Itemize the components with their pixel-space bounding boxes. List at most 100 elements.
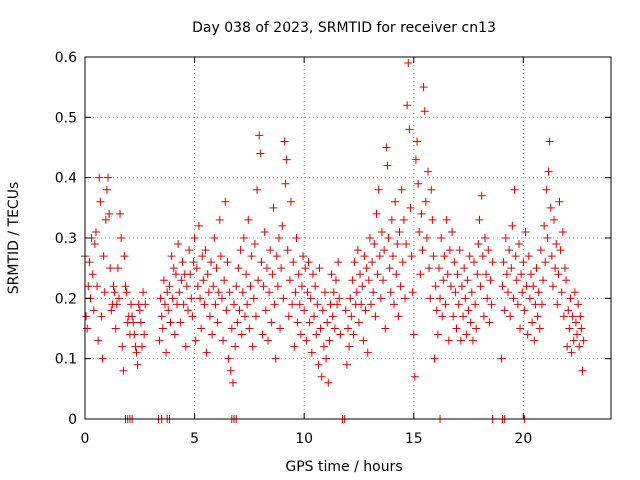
data-point xyxy=(506,312,515,321)
data-point xyxy=(410,372,419,381)
data-point xyxy=(358,282,367,291)
data-point xyxy=(368,258,377,267)
data-point xyxy=(210,234,219,242)
data-point xyxy=(232,282,241,291)
data-point xyxy=(564,306,573,315)
data-point xyxy=(565,324,574,333)
data-point xyxy=(109,282,118,291)
data-point xyxy=(367,300,376,309)
data-point xyxy=(230,300,239,309)
data-point xyxy=(537,300,546,309)
data-point xyxy=(255,131,264,140)
data-point xyxy=(556,246,565,255)
data-point xyxy=(543,234,552,242)
data-point xyxy=(373,270,382,279)
data-point xyxy=(98,354,107,363)
data-point xyxy=(310,312,319,321)
data-point xyxy=(409,330,418,339)
data-point xyxy=(235,306,244,315)
data-point xyxy=(414,179,423,188)
data-point xyxy=(535,324,544,333)
data-point xyxy=(404,59,413,68)
data-point xyxy=(158,324,167,333)
data-points xyxy=(81,59,588,423)
data-point xyxy=(511,252,520,261)
data-point xyxy=(359,336,368,345)
data-point xyxy=(503,288,512,297)
data-point xyxy=(342,360,351,369)
data-point xyxy=(178,258,187,267)
data-point xyxy=(473,270,482,279)
data-point xyxy=(239,234,248,242)
data-point xyxy=(265,288,274,297)
data-point xyxy=(244,215,253,224)
data-point xyxy=(349,330,358,339)
data-point xyxy=(324,378,333,387)
data-point xyxy=(385,264,394,273)
data-point xyxy=(299,252,308,261)
data-point xyxy=(576,312,585,321)
data-point xyxy=(517,270,526,279)
data-point xyxy=(353,246,362,255)
data-point xyxy=(558,227,567,236)
data-point xyxy=(455,246,464,255)
data-point xyxy=(554,270,563,279)
data-point xyxy=(546,203,555,212)
data-point xyxy=(297,282,306,291)
data-point xyxy=(498,282,507,291)
data-point xyxy=(508,221,517,230)
data-point xyxy=(514,240,523,249)
data-point xyxy=(563,342,572,351)
data-point xyxy=(135,306,144,315)
data-point xyxy=(273,282,282,291)
data-point xyxy=(568,312,577,321)
data-point xyxy=(557,288,566,297)
data-point xyxy=(566,294,575,303)
data-point xyxy=(451,288,460,297)
data-point xyxy=(89,306,98,315)
data-point xyxy=(354,318,363,327)
data-point xyxy=(294,270,303,279)
data-point xyxy=(423,167,432,176)
data-point xyxy=(139,288,148,297)
data-point xyxy=(111,324,120,333)
data-point xyxy=(346,294,355,303)
data-point xyxy=(231,342,240,351)
data-point xyxy=(240,312,249,321)
data-point xyxy=(259,282,268,291)
axis-tick-labels: 0 0.1 0.2 0.3 0.4 0.5 0.6 0 5 10 15 20 xyxy=(55,50,533,447)
data-point xyxy=(236,246,245,255)
data-point xyxy=(344,324,352,333)
data-point xyxy=(194,221,203,230)
data-point xyxy=(360,252,369,261)
data-point xyxy=(155,336,164,345)
data-point xyxy=(445,246,454,255)
data-point xyxy=(174,240,183,249)
data-point xyxy=(237,330,246,339)
data-point xyxy=(334,258,343,267)
data-point xyxy=(457,282,466,291)
data-point xyxy=(118,342,127,351)
data-point xyxy=(258,330,267,339)
data-point xyxy=(100,288,109,297)
data-point xyxy=(188,312,197,321)
data-point xyxy=(208,330,217,339)
data-point xyxy=(133,360,142,369)
data-point xyxy=(307,348,316,357)
data-point xyxy=(141,300,150,309)
data-point xyxy=(432,306,441,315)
data-point xyxy=(130,330,139,339)
data-point xyxy=(441,300,450,309)
data-point xyxy=(421,197,430,206)
data-point xyxy=(160,300,169,309)
data-point xyxy=(99,252,108,261)
data-point xyxy=(382,143,391,152)
data-point xyxy=(532,264,541,273)
data-point xyxy=(573,330,582,339)
data-point xyxy=(477,191,486,200)
data-point xyxy=(233,318,242,327)
data-point xyxy=(463,276,472,285)
data-point xyxy=(93,282,102,291)
data-point xyxy=(311,282,320,291)
